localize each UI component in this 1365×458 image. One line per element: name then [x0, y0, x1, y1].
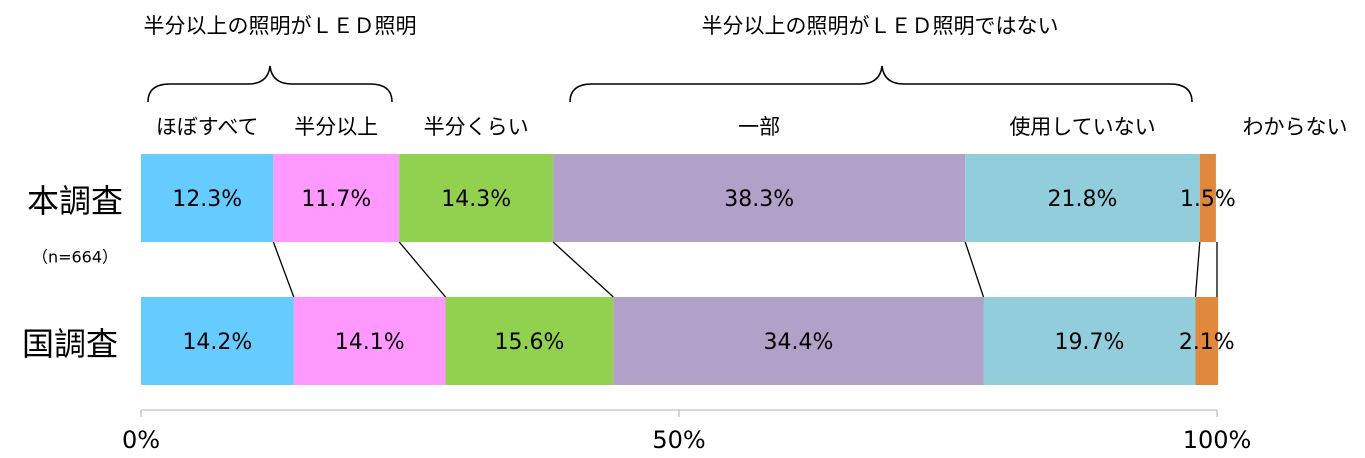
bar-segment: [553, 154, 966, 242]
brace: [569, 65, 1193, 103]
value-label: 14.2%: [182, 330, 252, 355]
x-tick-label: 0%: [122, 426, 160, 454]
value-label: 14.3%: [441, 187, 511, 212]
value-label: 15.6%: [494, 330, 564, 355]
legend-label: ほぼすべて: [156, 115, 259, 139]
value-label: 38.3%: [724, 187, 794, 212]
x-tick-label: 50%: [652, 426, 705, 454]
value-label: 11.7%: [301, 187, 371, 212]
x-tick-label: 100%: [1183, 426, 1252, 454]
bar-segment: [399, 154, 554, 242]
bar-segment: [983, 297, 1196, 385]
value-label: 19.7%: [1055, 330, 1125, 355]
brace: [147, 65, 393, 103]
bar-segment: [141, 154, 274, 242]
legend-label: 半分くらい: [424, 115, 529, 139]
bar-segment: [1195, 297, 1219, 385]
legend-label: わからない: [1243, 115, 1348, 139]
bar-segment: [613, 297, 984, 385]
value-label: 2.1%: [1179, 330, 1235, 355]
value-label: 12.3%: [172, 187, 242, 212]
connector: [552, 241, 614, 298]
row-label: 国調査: [22, 325, 118, 363]
value-label: 34.4%: [763, 330, 833, 355]
value-label: 1.5%: [1180, 187, 1236, 212]
row-label: 本調査: [27, 182, 123, 220]
value-label: 21.8%: [1048, 187, 1118, 212]
legend-label: 一部: [738, 115, 780, 139]
connector: [964, 241, 985, 298]
bar-segment: [141, 297, 294, 385]
bar-segment: [965, 154, 1200, 242]
legend-label: 使用していない: [1009, 115, 1155, 139]
bar-segment: [445, 297, 614, 385]
bar-segment: [1199, 154, 1216, 242]
connector: [1194, 241, 1201, 298]
group-label: 半分以上の照明がＬＥＤ照明ではない: [702, 14, 1059, 38]
group-label: 半分以上の照明がＬＥＤ照明: [144, 14, 417, 38]
bar-segment: [293, 297, 446, 385]
connector: [272, 241, 295, 298]
value-label: 14.1%: [335, 330, 405, 355]
connector: [398, 241, 447, 298]
bar-segment: [273, 154, 400, 242]
legend-label: 半分以上: [294, 115, 378, 139]
row-note: （n=664）: [32, 248, 118, 267]
